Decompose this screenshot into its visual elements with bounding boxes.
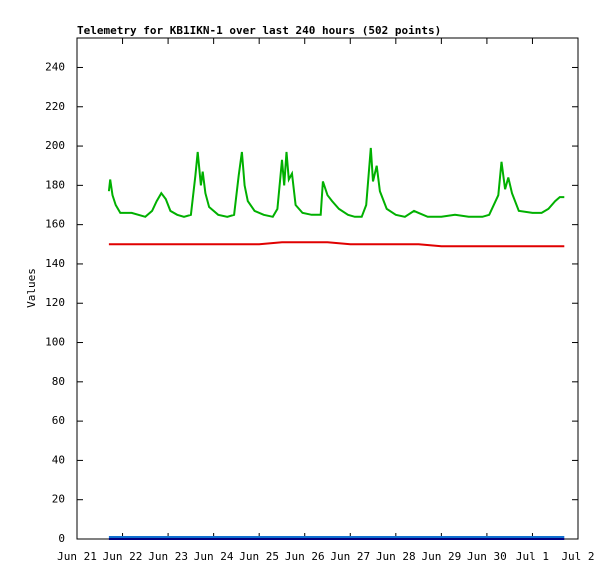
y-tick-label: 160 bbox=[45, 218, 65, 231]
y-axis-label: Values bbox=[25, 268, 38, 308]
x-tick-label: Jun 22 bbox=[103, 550, 143, 563]
series-line bbox=[108, 241, 565, 248]
y-tick-label: 220 bbox=[45, 100, 65, 113]
y-tick-label: 20 bbox=[52, 493, 65, 506]
x-tick-label: Jun 28 bbox=[376, 550, 416, 563]
y-tick-label: 80 bbox=[52, 375, 65, 388]
x-tick-label: Jun 24 bbox=[194, 550, 234, 563]
y-tick-label: 100 bbox=[45, 336, 65, 349]
y-tick-label: 120 bbox=[45, 296, 65, 309]
series-line bbox=[107, 147, 565, 218]
x-tick-label: Jun 30 bbox=[467, 550, 507, 563]
y-tick-label: 180 bbox=[45, 178, 65, 191]
y-tick-label: 60 bbox=[52, 414, 65, 427]
y-tick-label: 140 bbox=[45, 257, 65, 270]
x-tick-label: Jun 27 bbox=[330, 550, 370, 563]
x-tick-label: Jun 25 bbox=[239, 550, 279, 563]
x-tick-label: Jul 1 bbox=[516, 550, 549, 563]
x-tick-label: Jun 26 bbox=[285, 550, 325, 563]
y-tick-label: 0 bbox=[58, 532, 65, 545]
chart-title: Telemetry for KB1IKN-1 over last 240 hou… bbox=[77, 24, 441, 37]
x-tick-label: Jun 21 bbox=[57, 550, 97, 563]
y-tick-label: 240 bbox=[45, 60, 65, 73]
plot-frame bbox=[76, 37, 579, 540]
y-tick-label: 200 bbox=[45, 139, 65, 152]
y-tick-label: 40 bbox=[52, 453, 65, 466]
x-tick-label: Jul 2 bbox=[561, 550, 594, 563]
x-tick-label: Jun 23 bbox=[148, 550, 188, 563]
x-tick-label: Jun 29 bbox=[421, 550, 461, 563]
